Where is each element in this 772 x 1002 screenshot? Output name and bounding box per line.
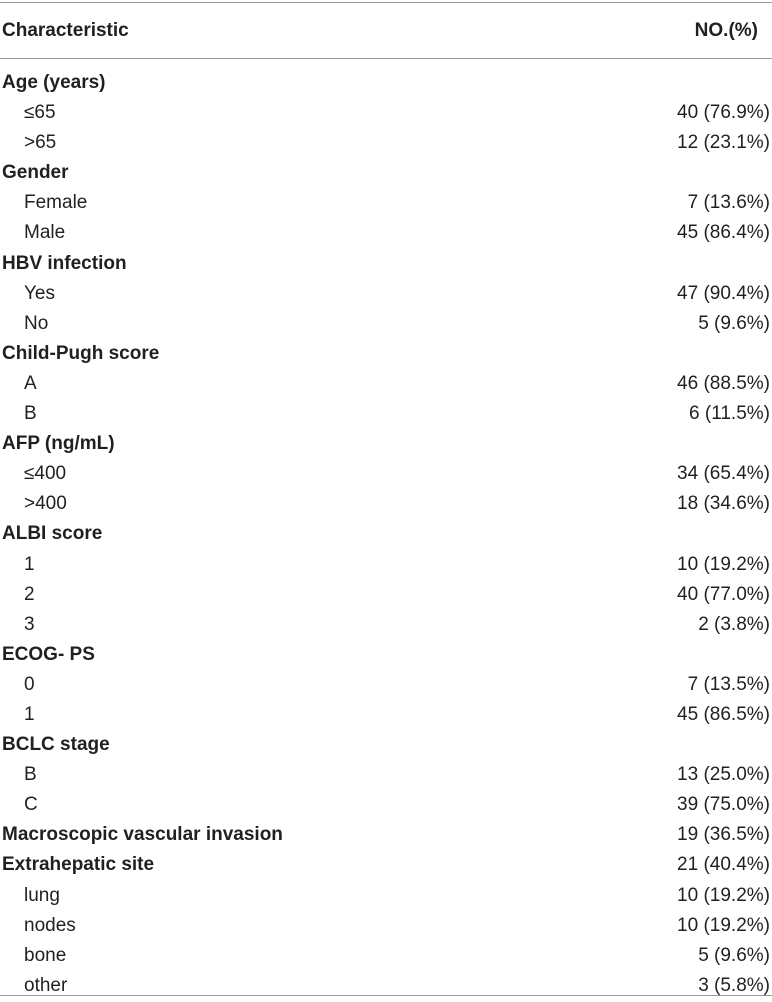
row-value: 46 (88.5%): [677, 372, 770, 394]
row-label: Yes: [24, 282, 55, 304]
table-top-rule: [0, 2, 772, 3]
row-value: 45 (86.5%): [677, 703, 770, 725]
table-row: 1 45 (86.5%): [0, 701, 772, 731]
row-value: 18 (34.6%): [677, 493, 770, 515]
row-value: 5 (9.6%): [698, 944, 770, 966]
row-label: ECOG- PS: [2, 643, 95, 665]
table-row: Extrahepatic site 21 (40.4%): [0, 851, 772, 881]
row-value: 13 (25.0%): [677, 764, 770, 786]
row-value: 40 (77.0%): [677, 583, 770, 605]
table-row: B 13 (25.0%): [0, 761, 772, 791]
table-row: 1 10 (19.2%): [0, 551, 772, 581]
row-value: 34 (65.4%): [677, 463, 770, 485]
table-row: ECOG- PS: [0, 641, 772, 671]
row-label: Child-Pugh score: [2, 342, 160, 364]
table-row: other 3 (5.8%): [0, 972, 772, 1002]
row-label: 0: [24, 673, 35, 695]
row-value: 21 (40.4%): [677, 854, 770, 876]
row-value: 3 (5.8%): [698, 974, 770, 996]
row-label: Macroscopic vascular invasion: [2, 824, 283, 846]
row-value: 2 (3.8%): [698, 613, 770, 635]
table-bottom-rule: [0, 995, 772, 996]
row-label: HBV infection: [2, 252, 127, 274]
row-value: 5 (9.6%): [698, 312, 770, 334]
table-row: Child-Pugh score: [0, 340, 772, 370]
table-row: >400 18 (34.6%): [0, 490, 772, 520]
table-row: ≤400 34 (65.4%): [0, 460, 772, 490]
table-row: A 46 (88.5%): [0, 370, 772, 400]
row-label: 1: [24, 553, 35, 575]
table-row: 2 40 (77.0%): [0, 581, 772, 611]
row-value: 47 (90.4%): [677, 282, 770, 304]
row-value: 10 (19.2%): [677, 553, 770, 575]
row-label: nodes: [24, 914, 76, 936]
row-label: A: [24, 372, 37, 394]
row-label: >400: [24, 493, 67, 515]
row-value: 10 (19.2%): [677, 914, 770, 936]
row-label: AFP (ng/mL): [2, 433, 115, 455]
row-label: B: [24, 403, 37, 425]
table-row: Male 45 (86.4%): [0, 219, 772, 249]
header-number-percent: NO.(%): [694, 20, 758, 41]
table-body: Age (years) ≤65 40 (76.9%) >65 12 (23.1%) …: [0, 69, 772, 1002]
table-row: B 6 (11.5%): [0, 400, 772, 430]
table-row: Gender: [0, 159, 772, 189]
row-value: 45 (86.4%): [677, 222, 770, 244]
row-label: lung: [24, 884, 60, 906]
header-divider-rule: [0, 58, 772, 59]
row-label: C: [24, 794, 38, 816]
row-label: bone: [24, 944, 67, 966]
row-value: 39 (75.0%): [677, 794, 770, 816]
table-row: 3 2 (3.8%): [0, 611, 772, 641]
row-label: other: [24, 974, 68, 996]
row-value: 10 (19.2%): [677, 884, 770, 906]
table-row: 0 7 (13.5%): [0, 671, 772, 701]
row-value: 6 (11.5%): [689, 403, 770, 425]
table-row: No 5 (9.6%): [0, 310, 772, 340]
row-value: 19 (36.5%): [677, 824, 770, 846]
table-row: C 39 (75.0%): [0, 791, 772, 821]
row-label: ALBI score: [2, 523, 103, 545]
row-label: ≤65: [24, 102, 56, 124]
table-row: ≤65 40 (76.9%): [0, 99, 772, 129]
table-row: BCLC stage: [0, 731, 772, 761]
row-value: 12 (23.1%): [677, 132, 770, 154]
table-row: Yes 47 (90.4%): [0, 280, 772, 310]
row-value: 7 (13.6%): [687, 192, 770, 214]
row-label: B: [24, 764, 37, 786]
table-row: HBV infection: [0, 250, 772, 280]
table-row: Macroscopic vascular invasion 19 (36.5%): [0, 821, 772, 851]
row-label: Male: [24, 222, 66, 244]
row-label: BCLC stage: [2, 734, 110, 756]
table-row: nodes 10 (19.2%): [0, 912, 772, 942]
table-header-row: Characteristic NO.(%): [0, 3, 772, 58]
row-label: No: [24, 312, 49, 334]
table-row: Female 7 (13.6%): [0, 189, 772, 219]
row-label: Age (years): [2, 72, 106, 93]
table-row: Age (years): [0, 69, 772, 99]
header-characteristic: Characteristic: [2, 20, 129, 41]
row-label: Female: [24, 192, 88, 214]
row-label: 1: [24, 703, 35, 725]
row-label: Extrahepatic site: [2, 854, 155, 876]
table-row: AFP (ng/mL): [0, 430, 772, 460]
row-label: Gender: [2, 162, 69, 184]
table-row: ALBI score: [0, 520, 772, 550]
table-row: >65 12 (23.1%): [0, 129, 772, 159]
table-row: bone 5 (9.6%): [0, 942, 772, 972]
row-label: 3: [24, 613, 35, 635]
row-value: 40 (76.9%): [677, 102, 770, 124]
row-label: >65: [24, 132, 57, 154]
row-value: 7 (13.5%): [687, 673, 770, 695]
table-row: lung 10 (19.2%): [0, 882, 772, 912]
row-label: 2: [24, 583, 35, 605]
row-label: ≤400: [24, 463, 67, 485]
